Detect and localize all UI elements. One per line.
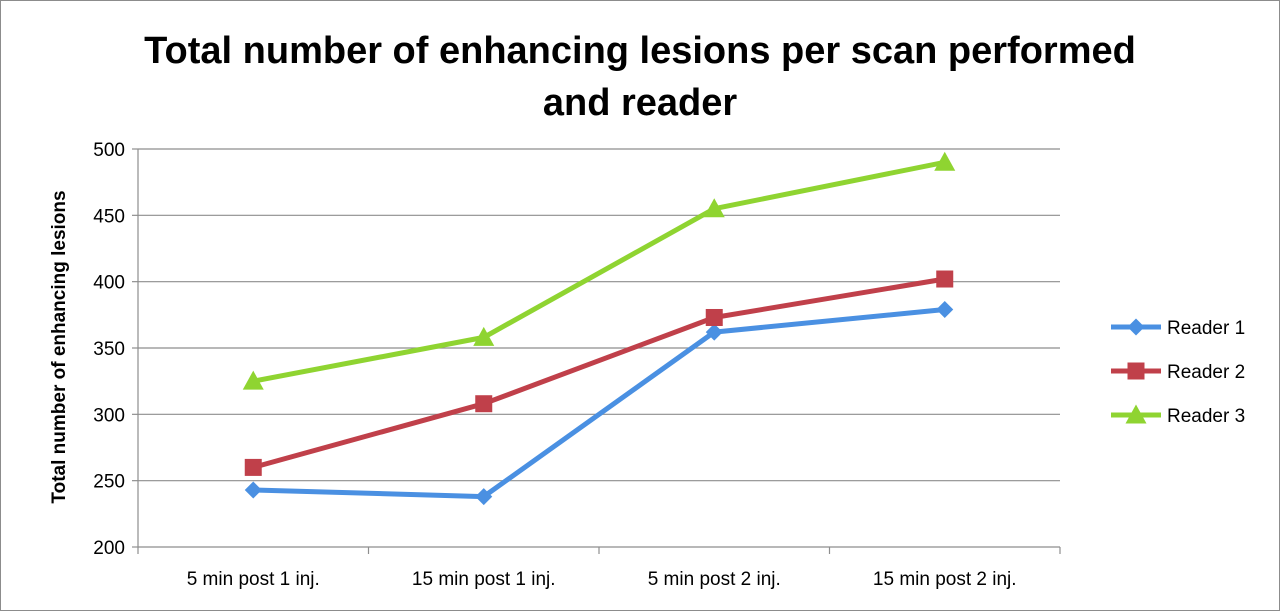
y-tick-label: 250 xyxy=(93,472,125,493)
axes xyxy=(132,148,1061,554)
legend-label: Reader 1 xyxy=(1167,318,1245,339)
x-tick-label: 5 min post 2 inj. xyxy=(648,569,781,590)
legend-label: Reader 3 xyxy=(1167,406,1245,427)
series-3 xyxy=(242,151,956,390)
gridlines xyxy=(138,148,1060,482)
data-point xyxy=(475,395,493,413)
legend-marker xyxy=(1127,318,1145,336)
legend-marker xyxy=(1125,404,1147,424)
x-tick-label: 5 min post 1 inj. xyxy=(187,569,320,590)
series xyxy=(242,151,956,506)
y-tick-label: 500 xyxy=(93,140,125,161)
series-line xyxy=(250,159,948,384)
data-point xyxy=(934,151,956,171)
data-point xyxy=(244,458,262,476)
y-tick-label: 300 xyxy=(93,405,125,426)
chart-title-line-2: and reader xyxy=(543,82,738,124)
legend-item: Reader 1 xyxy=(1111,318,1245,339)
legend-item: Reader 3 xyxy=(1111,404,1245,427)
y-tick-label: 350 xyxy=(93,339,125,360)
legend-marker xyxy=(1127,362,1145,380)
x-tick-label: 15 min post 1 inj. xyxy=(412,569,556,590)
legend-item: Reader 2 xyxy=(1111,362,1245,383)
data-point xyxy=(703,198,725,218)
chart-title-line-1: Total number of enhancing lesions per sc… xyxy=(144,30,1136,72)
data-point xyxy=(705,308,723,326)
x-tick-labels: 5 min post 1 inj. 15 min post 1 inj. 5 min… xyxy=(187,569,1017,590)
y-tick-label: 450 xyxy=(93,206,125,227)
data-point xyxy=(244,481,262,499)
data-point xyxy=(705,323,723,341)
series-1 xyxy=(244,301,954,506)
x-tick-label: 15 min post 2 inj. xyxy=(873,569,1017,590)
data-point xyxy=(936,270,954,288)
y-axis-title: Total number of enhancing lesions xyxy=(49,190,70,503)
legend: Reader 1 Reader 2 Reader 3 xyxy=(1111,318,1245,427)
series-line xyxy=(250,276,948,470)
y-tick-label: 200 xyxy=(93,538,125,559)
series-line xyxy=(250,307,948,500)
y-tick-label: 400 xyxy=(93,273,125,294)
legend-label: Reader 2 xyxy=(1167,362,1245,383)
data-point xyxy=(936,301,954,319)
chart-title: Total number of enhancing lesions per sc… xyxy=(144,30,1136,124)
data-point xyxy=(473,326,495,346)
y-tick-labels: 200 250 300 350 400 450 500 xyxy=(93,140,125,559)
data-point xyxy=(475,488,493,506)
data-point xyxy=(242,370,264,390)
series-2 xyxy=(244,270,954,476)
